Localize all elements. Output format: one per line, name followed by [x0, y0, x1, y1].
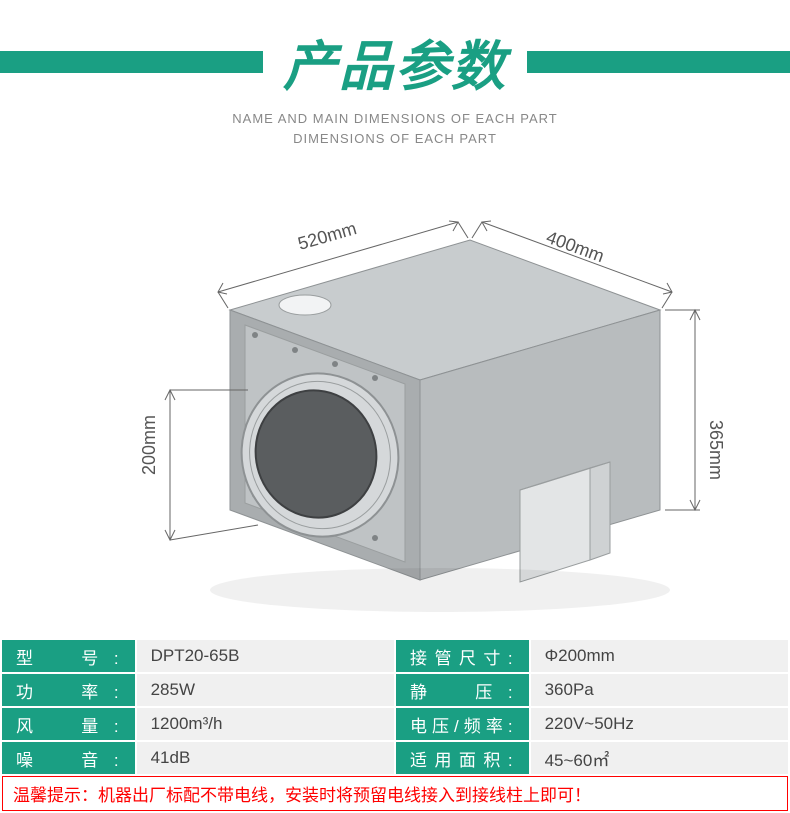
spec-tbody: 型 号: DPT20-65B 接管尺寸: Φ200mm 功 率: 285W 静 …	[2, 640, 788, 811]
spec-label: 适用面积:	[396, 742, 529, 774]
spec-label: 风 量:	[2, 708, 135, 740]
table-row: 噪 音: 41dB 适用面积: 45~60㎡	[2, 742, 788, 774]
spec-value: 220V~50Hz	[531, 708, 788, 740]
dim-height-text: 365mm	[706, 420, 726, 480]
dim-width-text: 400mm	[544, 227, 607, 266]
hint-text: 温馨提示：机器出厂标配不带电线，安装时将预留电线接入到接线柱上即可！	[2, 776, 788, 811]
title-row: 产品参数	[0, 22, 790, 101]
table-row: 功 率: 285W 静 压: 360Pa	[2, 674, 788, 706]
spec-label: 型 号:	[2, 640, 135, 672]
table-row: 风 量: 1200m³/h 电压/频率: 220V~50Hz	[2, 708, 788, 740]
spec-label: 噪 音:	[2, 742, 135, 774]
spec-value: 285W	[137, 674, 394, 706]
spec-table: 型 号: DPT20-65B 接管尺寸: Φ200mm 功 率: 285W 静 …	[0, 638, 790, 813]
subtitle-line2: DIMENSIONS OF EACH PART	[293, 131, 497, 146]
spec-label: 功 率:	[2, 674, 135, 706]
spec-value: Φ200mm	[531, 640, 788, 672]
subtitle: NAME AND MAIN DIMENSIONS OF EACH PART DI…	[232, 109, 557, 148]
header: 产品参数 NAME AND MAIN DIMENSIONS OF EACH PA…	[0, 0, 790, 170]
spec-value: 41dB	[137, 742, 394, 774]
dim-port-text: 200mm	[139, 415, 159, 475]
spec-value: 360Pa	[531, 674, 788, 706]
spec-value: DPT20-65B	[137, 640, 394, 672]
title-bar-right	[527, 51, 790, 73]
spec-value: 45~60㎡	[531, 742, 788, 774]
spec-label: 接管尺寸:	[396, 640, 529, 672]
spec-label: 静 压:	[396, 674, 529, 706]
title-bar-left	[0, 51, 263, 73]
table-row: 型 号: DPT20-65B 接管尺寸: Φ200mm	[2, 640, 788, 672]
dim-depth-text: 520mm	[296, 218, 359, 254]
hint-row: 温馨提示：机器出厂标配不带电线，安装时将预留电线接入到接线柱上即可！	[2, 776, 788, 811]
page-title: 产品参数	[283, 22, 507, 101]
spec-value: 1200m³/h	[137, 708, 394, 740]
subtitle-line1: NAME AND MAIN DIMENSIONS OF EACH PART	[232, 111, 557, 126]
spec-label: 电压/频率:	[396, 708, 529, 740]
product-diagram: 520mm 400mm 365mm 200mm	[0, 170, 790, 638]
